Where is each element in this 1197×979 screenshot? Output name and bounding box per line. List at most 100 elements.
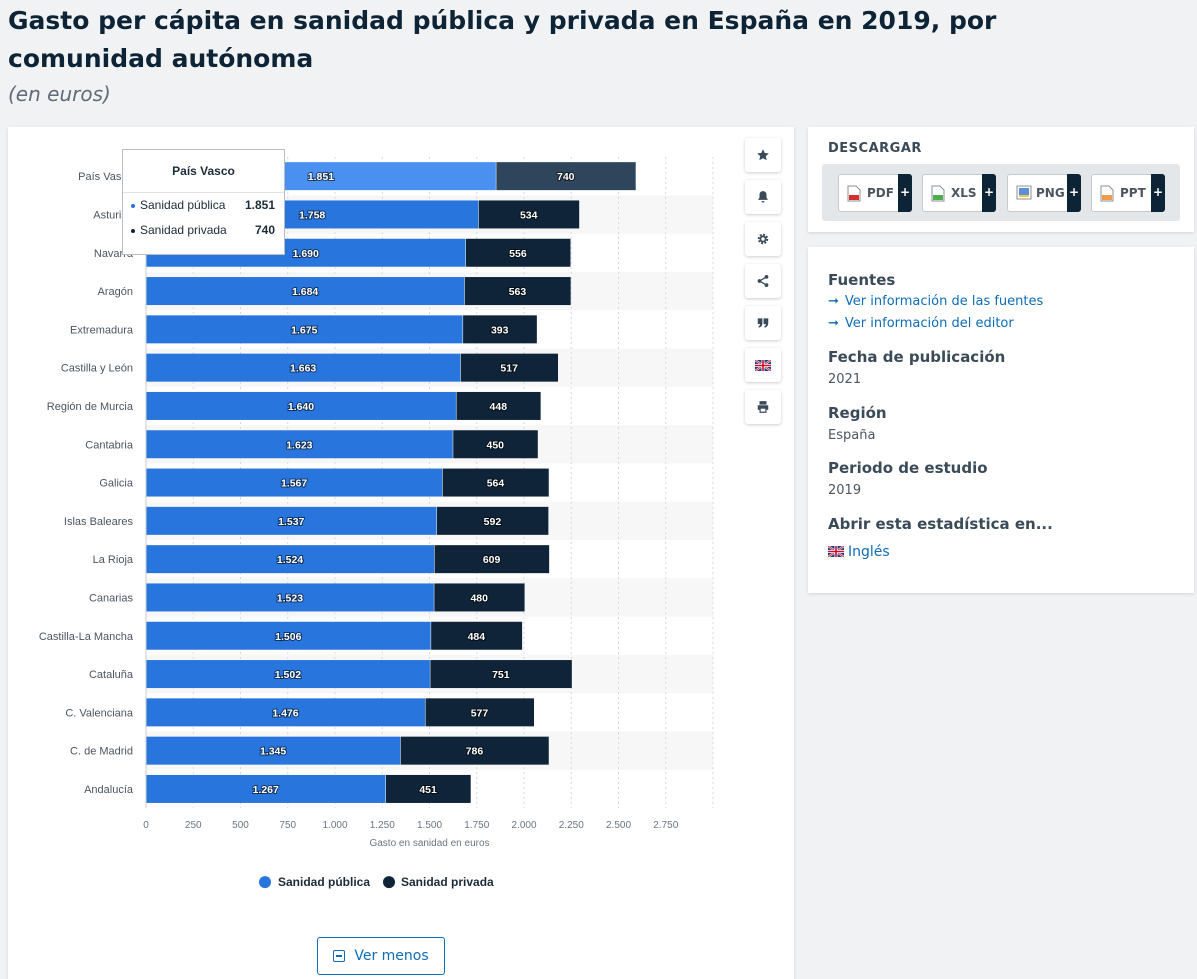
bar-sanidad-publica: [146, 736, 401, 765]
bar-value-label: 451: [419, 784, 437, 796]
tooltip-row-privada: Sanidad privada 740: [123, 218, 284, 243]
bar-sanidad-publica: [146, 430, 453, 459]
tooltip-title: País Vasco: [123, 150, 284, 193]
x-tick-label: 2.250: [559, 820, 584, 831]
legend-marker-publica: [259, 876, 271, 889]
bar-value-label: 517: [500, 363, 518, 375]
quote-icon: [757, 318, 769, 328]
sources-link[interactable]: ➞ Ver información de las fuentes: [828, 294, 1043, 309]
bar-value-label: 1.537: [278, 516, 304, 528]
tooltip-row-publica: Sanidad pública 1.851: [123, 193, 284, 218]
open-english-label: Inglés: [848, 544, 890, 560]
category-label: C. de Madrid: [70, 746, 133, 758]
download-plus[interactable]: +: [1067, 174, 1081, 212]
bar-sanidad-privada: [465, 238, 571, 267]
png-image-icon: [1016, 185, 1032, 200]
bar-value-label: 1.502: [275, 669, 301, 681]
region-heading: Región: [828, 404, 887, 422]
bar-value-label: 1.851: [308, 171, 334, 183]
bar-value-label: 786: [466, 746, 484, 758]
language-button[interactable]: [745, 348, 781, 382]
download-plus[interactable]: +: [1151, 174, 1165, 212]
publication-value: 2021: [828, 372, 862, 387]
legend-label: Sanidad pública: [278, 875, 370, 889]
bar-sanidad-publica: [146, 468, 443, 497]
x-tick-label: 1.000: [322, 820, 347, 831]
category-label: Castilla-La Mancha: [39, 631, 134, 643]
legend-marker-privada: [383, 876, 395, 889]
alert-button[interactable]: [745, 180, 781, 214]
print-button[interactable]: [745, 390, 781, 424]
settings-button[interactable]: [745, 222, 781, 256]
bar-sanidad-publica: [146, 583, 434, 612]
bar-sanidad-privada: [460, 353, 559, 382]
bar-sanidad-publica: [146, 774, 386, 803]
bar-sanidad-publica: [146, 545, 435, 574]
bar-sanidad-privada: [453, 430, 538, 459]
arrow-right-icon: ➞: [828, 316, 839, 331]
minus-square-icon: [333, 950, 346, 962]
x-tick-label: 2.500: [606, 820, 631, 831]
bar-value-label: 1.476: [272, 707, 298, 719]
bar-sanidad-privada: [496, 162, 636, 191]
bar-value-label: 1.524: [277, 554, 303, 566]
bar-value-label: 592: [484, 516, 502, 528]
page-title: Gasto per cápita en sanidad pública y pr…: [8, 6, 997, 73]
download-plus[interactable]: +: [898, 174, 912, 212]
x-tick-label: 750: [279, 820, 296, 831]
bar-sanidad-privada: [436, 506, 549, 535]
bar-value-label: 609: [483, 554, 501, 566]
x-tick-label: 1.250: [370, 820, 395, 831]
ver-menos-button[interactable]: Ver menos: [317, 937, 445, 975]
share-button[interactable]: [745, 264, 781, 298]
bar-value-label: 1.640: [288, 401, 314, 413]
download-label: PDF: [867, 186, 894, 200]
flag-uk-icon: [755, 359, 771, 371]
bar-value-label: 556: [509, 248, 527, 260]
tooltip: País Vasco Sanidad pública 1.851 Sanidad…: [122, 149, 285, 255]
editor-link-label: Ver información del editor: [844, 316, 1014, 331]
download-label: XLS: [951, 186, 977, 200]
editor-link[interactable]: ➞ Ver información del editor: [828, 316, 1014, 331]
download-png-button[interactable]: PNG +: [1007, 174, 1081, 212]
x-axis-title: Gasto en sanidad en euros: [369, 838, 489, 849]
bar-value-label: 534: [520, 209, 538, 221]
bar-value-label: 1.684: [292, 286, 318, 298]
bar-value-label: 484: [468, 631, 486, 643]
xls-file-icon: [931, 185, 945, 202]
category-label: Castilla y León: [61, 363, 133, 375]
bar-sanidad-privada: [456, 391, 541, 420]
category-label: Andalucía: [84, 784, 134, 796]
download-label: PNG: [1036, 186, 1065, 200]
gear-icon: [757, 233, 769, 245]
category-label: Región de Murcia: [47, 401, 134, 413]
print-icon: [757, 401, 769, 413]
download-card: DESCARGAR PDF + XLS + PNG + PPT +: [808, 127, 1194, 232]
bar-sanidad-publica: [146, 660, 430, 689]
bar-value-label: 480: [470, 592, 488, 604]
category-label: La Rioja: [93, 554, 134, 566]
download-ppt-button[interactable]: PPT +: [1091, 174, 1165, 212]
bar-value-label: 1.758: [299, 209, 325, 221]
category-label: Aragón: [98, 286, 133, 298]
bar-sanidad-privada: [431, 621, 523, 650]
star-icon: [757, 149, 769, 161]
tooltip-value: 1.851: [244, 198, 275, 212]
region-value: España: [828, 428, 876, 443]
bar-sanidad-publica: [146, 506, 437, 535]
download-pdf-button[interactable]: PDF +: [838, 174, 912, 212]
bar-sanidad-publica: [146, 353, 461, 382]
open-english-link[interactable]: Inglés: [827, 544, 890, 560]
download-label: PPT: [1120, 186, 1146, 200]
bar-value-label: 1.623: [286, 439, 312, 451]
bar-value-label: 1.506: [275, 631, 301, 643]
favorite-button[interactable]: [745, 138, 781, 172]
x-tick-label: 250: [185, 820, 202, 831]
cite-button[interactable]: [745, 306, 781, 340]
bar-value-label: 1.690: [293, 248, 319, 260]
download-xls-button[interactable]: XLS +: [922, 174, 996, 212]
open-in-heading: Abrir esta estadística en...: [828, 515, 1053, 533]
download-plus[interactable]: +: [982, 174, 996, 212]
period-heading: Periodo de estudio: [828, 459, 988, 477]
